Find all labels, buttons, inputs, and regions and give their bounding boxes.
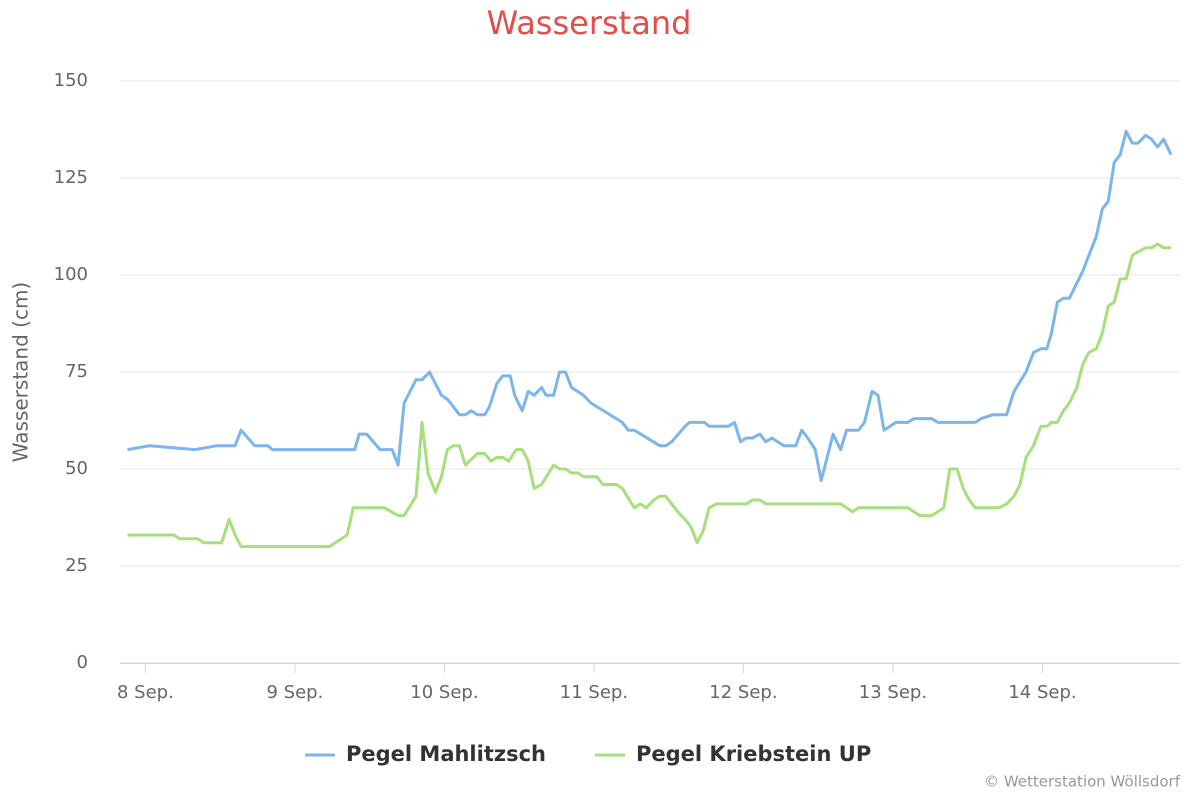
chart-title: Wasserstand [487, 4, 692, 42]
legend-label: Pegel Mahlitzsch [346, 742, 546, 766]
y-tick-label: 100 [54, 264, 88, 285]
y-axis-label: Wasserstand (cm) [9, 282, 33, 462]
y-tick-label: 150 [54, 70, 88, 91]
y-tick-label: 125 [54, 167, 88, 188]
series-line [127, 242, 1171, 549]
credits: © Wetterstation Wöllsdorf [984, 773, 1181, 791]
y-tick-label: 0 [77, 652, 88, 673]
series-line [127, 129, 1173, 483]
y-tick-label: 75 [65, 361, 88, 382]
x-tick-label: 13 Sep. [859, 682, 927, 703]
x-tick-label: 12 Sep. [709, 682, 777, 703]
x-tick-label: 11 Sep. [560, 682, 628, 703]
x-tick-label: 9 Sep. [267, 682, 324, 703]
x-tick-label: 10 Sep. [410, 682, 478, 703]
y-tick-label: 25 [65, 555, 88, 576]
y-tick-label: 50 [65, 458, 88, 479]
legend-label: Pegel Kriebstein UP [636, 742, 871, 766]
x-tick-label: 8 Sep. [117, 682, 174, 703]
x-tick-label: 14 Sep. [1008, 682, 1076, 703]
